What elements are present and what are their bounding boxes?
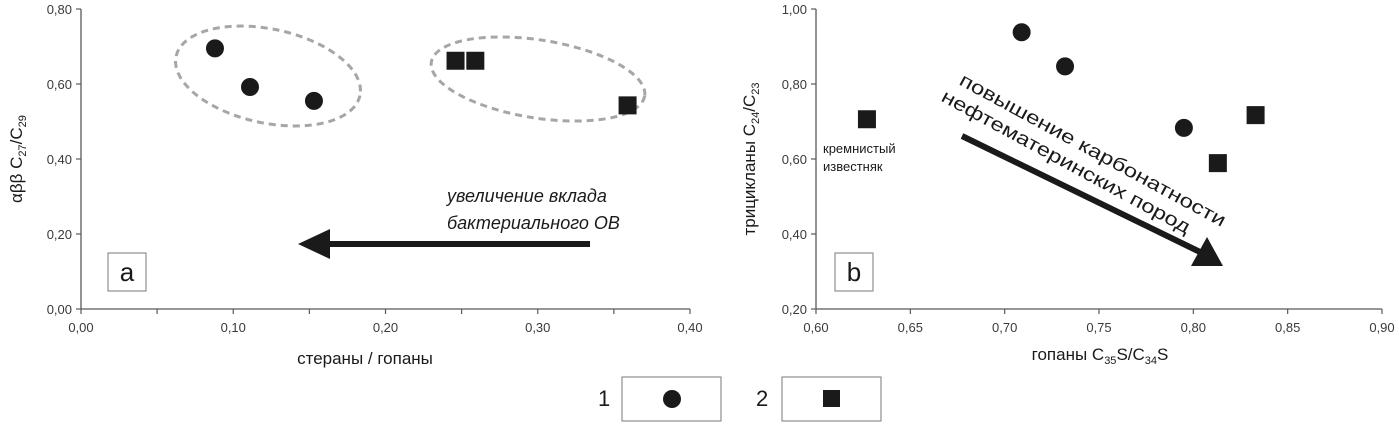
panel-b-arrow-shaft — [960, 133, 1202, 255]
panel-b-y-tick-label: 0,20 — [782, 302, 807, 317]
panel-b-points — [857, 23, 1265, 173]
panel-b: 0,60 0,65 0,70 0,75 0,80 0,85 0,90 0,20 0,40 0,60… — [740, 2, 1395, 367]
legend-marker-square — [823, 390, 840, 407]
panel-a-x-tick-label: 0,10 — [221, 320, 246, 335]
panel-a-y-tick-label: 0,60 — [47, 77, 72, 92]
panel-a-cluster-ellipse-circles — [174, 24, 362, 128]
panel-a-x-tick-label: 0,40 — [677, 320, 702, 335]
panel-a-point-circle — [205, 39, 224, 58]
panel-b-label-box — [834, 252, 874, 292]
panel-a-y-tick-label: 0,20 — [47, 227, 72, 242]
panel-a-annotation-line-1: увеличение вклада — [445, 186, 607, 206]
panel-b-x-tick-label: 0,70 — [992, 320, 1017, 335]
panel-b-point-square — [1246, 106, 1265, 125]
panel-b-annotation-line-2: нефтематеринских пород — [938, 86, 1194, 238]
panel-b-point-circle — [1174, 118, 1193, 137]
panel-a-ticks: 0,00 0,10 0,20 0,30 0,40 0,00 0,20 0,40 0,60 0,80 — [47, 2, 703, 335]
panel-a-point-circle — [240, 78, 259, 96]
panel-b-letter: b — [847, 257, 861, 287]
panel-a-x-axis-label: стераны / гопаны — [297, 349, 433, 368]
panel-b-y-tick-label: 0,80 — [782, 77, 807, 92]
panel-b-y-tick-label: 0,60 — [782, 152, 807, 167]
panel-b-arrow-head — [1191, 237, 1223, 266]
panel-b-x-tick-label: 0,60 — [803, 320, 828, 335]
panel-b-x-tick-label: 0,90 — [1369, 320, 1394, 335]
legend-label-2: 2 — [756, 386, 768, 411]
panel-b-x-tick-label: 0,75 — [1086, 320, 1111, 335]
panel-b-annotation: повышение карбонатности нефтематеринских… — [938, 70, 1230, 238]
panel-a-point-circle — [304, 91, 323, 110]
panel-a-x-tick-label: 0,00 — [68, 320, 93, 335]
panel-a-letter: a — [120, 257, 135, 287]
panel-a-x-tick-label: 0,30 — [525, 320, 550, 335]
panel-b-y-tick-label: 0,40 — [782, 227, 807, 242]
panel-b-point-circle — [1012, 23, 1031, 42]
legend-marker-circle — [663, 390, 681, 408]
panel-b-point-square — [857, 110, 876, 129]
panel-b-point-circle — [1056, 57, 1075, 76]
panel-b-point-square — [1208, 154, 1227, 173]
panel-a-annotation-line-2: бактериального ОВ — [447, 213, 620, 233]
panel-b-x-axis-label: гопаны C35S/C34S — [1032, 345, 1169, 367]
panel-a-cluster-ellipse-squares — [429, 35, 647, 123]
panel-b-point-label-line-2: известняк — [823, 159, 883, 174]
panel-b-y-tick-label: 1,00 — [782, 2, 807, 17]
panel-b-x-tick-label: 0,85 — [1275, 320, 1300, 335]
panel-a-y-tick-label: 0,00 — [47, 302, 72, 317]
panel-a-point-square — [446, 51, 465, 70]
legend-label-1: 1 — [598, 386, 610, 411]
panel-a-arrow-head — [298, 229, 330, 259]
panel-a-point-square — [466, 51, 485, 70]
panel-a: 0,00 0,10 0,20 0,30 0,40 0,00 0,20 0,40 0,60 0,80… — [7, 2, 703, 368]
panel-a-points — [205, 39, 637, 115]
panel-b-x-tick-label: 0,80 — [1181, 320, 1206, 335]
panel-a-y-tick-label: 0,40 — [47, 152, 72, 167]
panel-a-label-box — [107, 252, 147, 292]
legend: 1 2 — [598, 376, 882, 422]
panel-b-x-tick-label: 0,65 — [898, 320, 923, 335]
panel-b-point-label-line-1: кремнистый — [823, 141, 896, 156]
panel-a-y-axis-label: αββ C27/C29 — [7, 115, 29, 203]
panel-a-y-tick-label: 0,80 — [47, 2, 72, 17]
panel-b-ticks: 0,60 0,65 0,70 0,75 0,80 0,85 0,90 0,20 0,40 0,60… — [782, 2, 1395, 335]
panel-a-point-square — [618, 96, 637, 115]
panel-a-x-tick-label: 0,20 — [373, 320, 398, 335]
panel-b-y-axis-label: трицикланы C24/C23 — [740, 82, 762, 235]
